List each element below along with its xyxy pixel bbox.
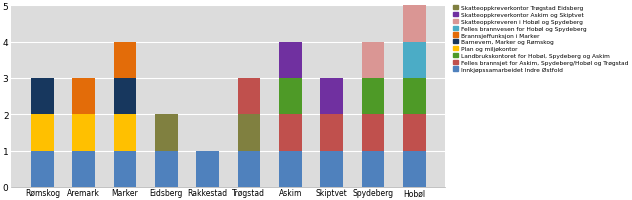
Bar — [362, 42, 384, 79]
Bar — [238, 79, 260, 115]
Bar — [72, 79, 95, 115]
Bar — [362, 79, 384, 115]
Bar — [403, 42, 425, 79]
Bar — [320, 151, 343, 187]
Bar — [114, 42, 137, 79]
Bar — [155, 151, 178, 187]
Bar — [403, 151, 425, 187]
Legend: Skatteoppkreverkontor Trøgstad Eidsberg, Skatteoppkreverkontor Askim og Skiptvet: Skatteoppkreverkontor Trøgstad Eidsberg,… — [453, 6, 629, 73]
Bar — [155, 115, 178, 151]
Bar — [362, 115, 384, 151]
Bar — [31, 115, 54, 151]
Bar — [403, 79, 425, 115]
Bar — [72, 151, 95, 187]
Bar — [320, 115, 343, 151]
Bar — [31, 151, 54, 187]
Bar — [197, 151, 219, 187]
Bar — [279, 79, 301, 115]
Bar — [72, 115, 95, 151]
Bar — [238, 151, 260, 187]
Bar — [114, 115, 137, 151]
Bar — [114, 79, 137, 115]
Bar — [31, 79, 54, 115]
Bar — [114, 151, 137, 187]
Bar — [238, 115, 260, 151]
Bar — [403, 6, 425, 42]
Bar — [279, 42, 301, 79]
Bar — [320, 79, 343, 115]
Bar — [403, 115, 425, 151]
Bar — [279, 115, 301, 151]
Bar — [362, 151, 384, 187]
Bar — [279, 151, 301, 187]
